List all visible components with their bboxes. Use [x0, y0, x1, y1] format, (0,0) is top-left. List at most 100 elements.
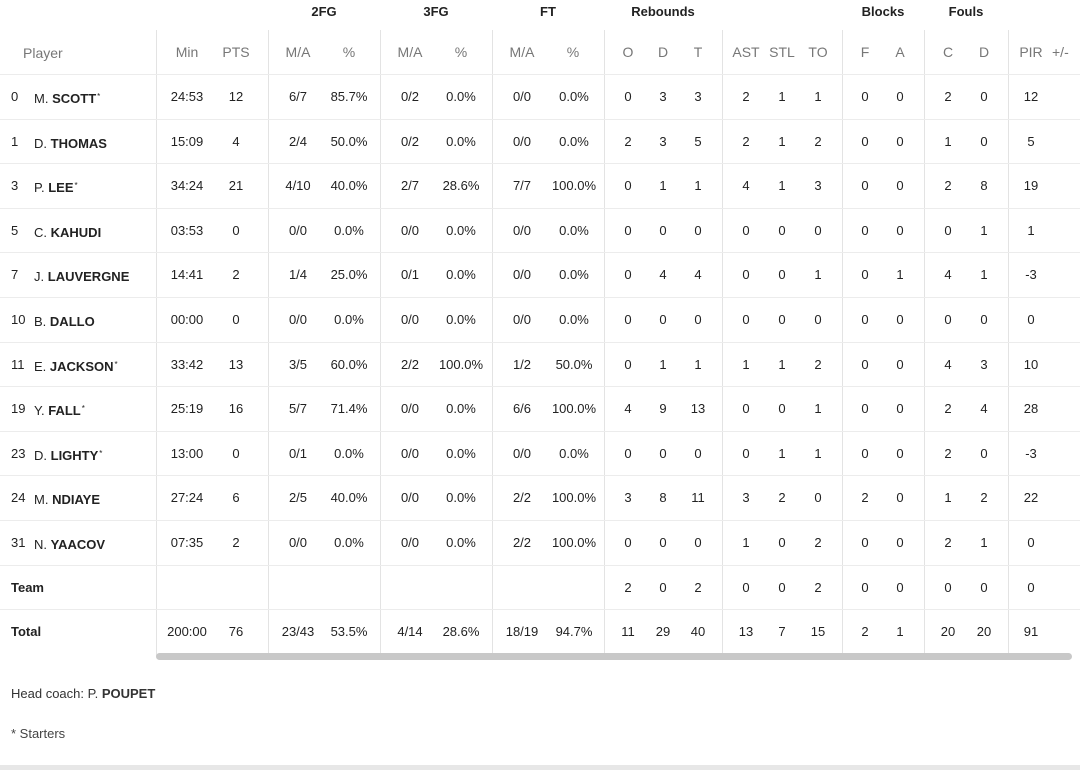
stat-pts	[214, 566, 258, 610]
stat-pir: -3	[1025, 267, 1037, 283]
column-divider	[842, 30, 843, 656]
stat-reb-t: 11	[691, 490, 705, 506]
stat-ft-ma: 7/7	[512, 178, 532, 194]
stat-pir: 0	[1027, 579, 1035, 595]
stat-reb-o: 2	[624, 133, 632, 149]
stat-stl: 7	[778, 624, 786, 640]
stat-3fg-pct: 0.0%	[446, 133, 476, 149]
player-initial: P.	[34, 180, 45, 196]
table-row[interactable]: 31 N. YAACOV 07:35 2 0/0 0.0% 0/0 0.0% 2/2 100.0%…	[0, 521, 1080, 565]
stat-2fg-pct: 60.0%	[330, 356, 368, 372]
stat-ft-pct: 0.0%	[559, 267, 589, 283]
stat-min: 00:00	[170, 312, 204, 327]
stat-3fg-pct: 28.6%	[442, 624, 480, 640]
header-pir: PIR	[1019, 44, 1043, 60]
stat-ft-ma: 0/0	[512, 445, 532, 461]
jersey-number: 24	[11, 490, 26, 506]
stat-ft-pct	[548, 566, 600, 610]
jersey-number: 3	[11, 178, 19, 194]
player-name[interactable]: J. LAUVERGNE	[34, 253, 130, 297]
table-row[interactable]: 10 B. DALLO 00:00 0 0/0 0.0% 0/0 0.0% 0/0 0.0% 0 0 0…	[0, 298, 1080, 342]
table-row[interactable]: 7 J. LAUVERGNE 14:41 2 1/4 25.0% 0/1 0.0% 0/0 0.0…	[0, 253, 1080, 297]
stat-min: 25:19	[170, 401, 204, 417]
player-name[interactable]: M. SCOTT*	[34, 75, 100, 119]
jersey-number: 0	[11, 89, 19, 104]
stat-foul-c: 0	[944, 579, 952, 595]
player-name[interactable]: E. JACKSON*	[34, 343, 118, 387]
table-row[interactable]: 3 P. LEE* 34:24 21 4/10 40.0% 2/7 28.6% 7/7 100.0…	[0, 164, 1080, 208]
horizontal-scrollbar[interactable]	[156, 653, 1072, 660]
table-row[interactable]: 11 E. JACKSON* 33:42 13 3/5 60.0% 2/2 100.0% 1/2…	[0, 343, 1080, 387]
stat-reb-t: 13	[690, 401, 706, 417]
stat-ft-ma: 18/19	[505, 624, 539, 640]
stat-min: 13:00	[170, 445, 204, 461]
stat-reb-t: 4	[694, 267, 702, 283]
stat-blk-f: 2	[861, 490, 869, 506]
stat-ast: 0	[742, 222, 750, 238]
stat-3fg-ma: 0/0	[400, 312, 420, 327]
stat-2fg-pct: 0.0%	[334, 535, 364, 550]
table-row[interactable]: 19 Y. FALL* 25:19 16 5/7 71.4% 0/0 0.0% 6/6 100.0…	[0, 387, 1080, 431]
stat-ft-ma: 2/2	[512, 535, 532, 550]
stat-to: 1	[814, 401, 822, 417]
stat-pts: 21	[228, 178, 244, 194]
stat-ft-pct: 0.0%	[559, 312, 589, 327]
player-name[interactable]: Y. FALL*	[34, 387, 85, 431]
stat-blk-a: 0	[896, 401, 904, 417]
row-divider	[0, 74, 1080, 75]
table-row[interactable]: 24 M. NDIAYE 27:24 6 2/5 40.0% 0/0 0.0% 2/2 100.0…	[0, 476, 1080, 520]
stat-ft-ma: 0/0	[512, 312, 532, 327]
player-name[interactable]: D. LIGHTY*	[34, 432, 102, 476]
stat-blk-a: 0	[896, 356, 904, 372]
stat-blk-f: 0	[861, 535, 869, 550]
player-name[interactable]: P. LEE*	[34, 164, 78, 208]
header-min: Min	[175, 44, 199, 60]
player-initial: N.	[34, 537, 47, 552]
header-plus-minus: +/-	[1052, 44, 1069, 60]
player-name[interactable]: C. KAHUDI	[34, 209, 102, 253]
stat-to: 0	[814, 312, 822, 327]
stat-2fg-pct: 0.0%	[334, 312, 364, 327]
header-reb-t: T	[693, 44, 703, 60]
stat-foul-d: 1	[980, 535, 988, 550]
team-row: Team 2 0 2 0 0 2 0 0 0 0 0	[0, 566, 1080, 610]
total-row: Total 200:00 76 23/43 53.5% 4/14 28.6% 18/19 94.…	[0, 610, 1080, 654]
stat-pir: 19	[1023, 178, 1039, 194]
stat-foul-c: 2	[944, 401, 952, 417]
stat-reb-o: 0	[624, 89, 632, 104]
stat-foul-c: 20	[940, 624, 956, 640]
stat-reb-o: 4	[624, 401, 632, 417]
stat-reb-o: 2	[624, 579, 632, 595]
stat-reb-d: 0	[659, 445, 667, 461]
stat-reb-d: 0	[659, 579, 667, 595]
stat-pir: 1	[1027, 222, 1035, 238]
stat-to: 1	[814, 445, 822, 461]
stat-2fg-ma: 1/4	[288, 267, 308, 283]
table-row[interactable]: 23 D. LIGHTY* 13:00 0 0/1 0.0% 0/0 0.0% 0/0 0.0% 0…	[0, 432, 1080, 476]
stat-stl: 0	[778, 222, 786, 238]
stat-ast: 1	[742, 535, 750, 550]
stat-min: 200:00	[167, 624, 207, 640]
column-divider	[604, 30, 605, 656]
stat-ft-ma: 2/2	[512, 490, 532, 506]
stat-reb-t: 0	[694, 445, 702, 461]
table-row[interactable]: 1 D. THOMAS 15:09 4 2/4 50.0% 0/2 0.0% 0/0 0.0% 2 3…	[0, 120, 1080, 164]
stat-reb-d: 3	[659, 89, 667, 104]
table-row[interactable]: 5 C. KAHUDI 03:53 0 0/0 0.0% 0/0 0.0% 0/0 0.0% 0 0 0…	[0, 209, 1080, 253]
group-header-2fg: 2FG	[311, 4, 337, 19]
stat-to: 2	[814, 356, 822, 372]
stat-to: 2	[814, 579, 822, 595]
stat-2fg-ma: 3/5	[288, 356, 308, 372]
player-surname: FALL	[48, 403, 81, 419]
stat-foul-c: 2	[944, 89, 952, 104]
player-name[interactable]: D. THOMAS	[34, 120, 108, 164]
jersey-number: 11	[11, 356, 25, 372]
stat-ft-pct: 0.0%	[559, 222, 589, 238]
stat-blk-a: 1	[896, 624, 904, 640]
player-name[interactable]: M. NDIAYE	[34, 476, 101, 520]
table-row[interactable]: 0 M. SCOTT* 24:53 12 6/7 85.7% 0/2 0.0% 0/0 0.0% 0…	[0, 75, 1080, 119]
player-name[interactable]: B. DALLO	[34, 298, 96, 342]
player-surname: YAACOV	[50, 537, 106, 552]
column-divider	[492, 30, 493, 656]
player-name[interactable]: N. YAACOV	[34, 521, 106, 565]
